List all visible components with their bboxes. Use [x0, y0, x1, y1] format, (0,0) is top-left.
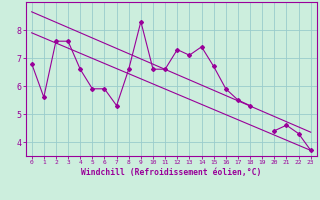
X-axis label: Windchill (Refroidissement éolien,°C): Windchill (Refroidissement éolien,°C) [81, 168, 261, 177]
